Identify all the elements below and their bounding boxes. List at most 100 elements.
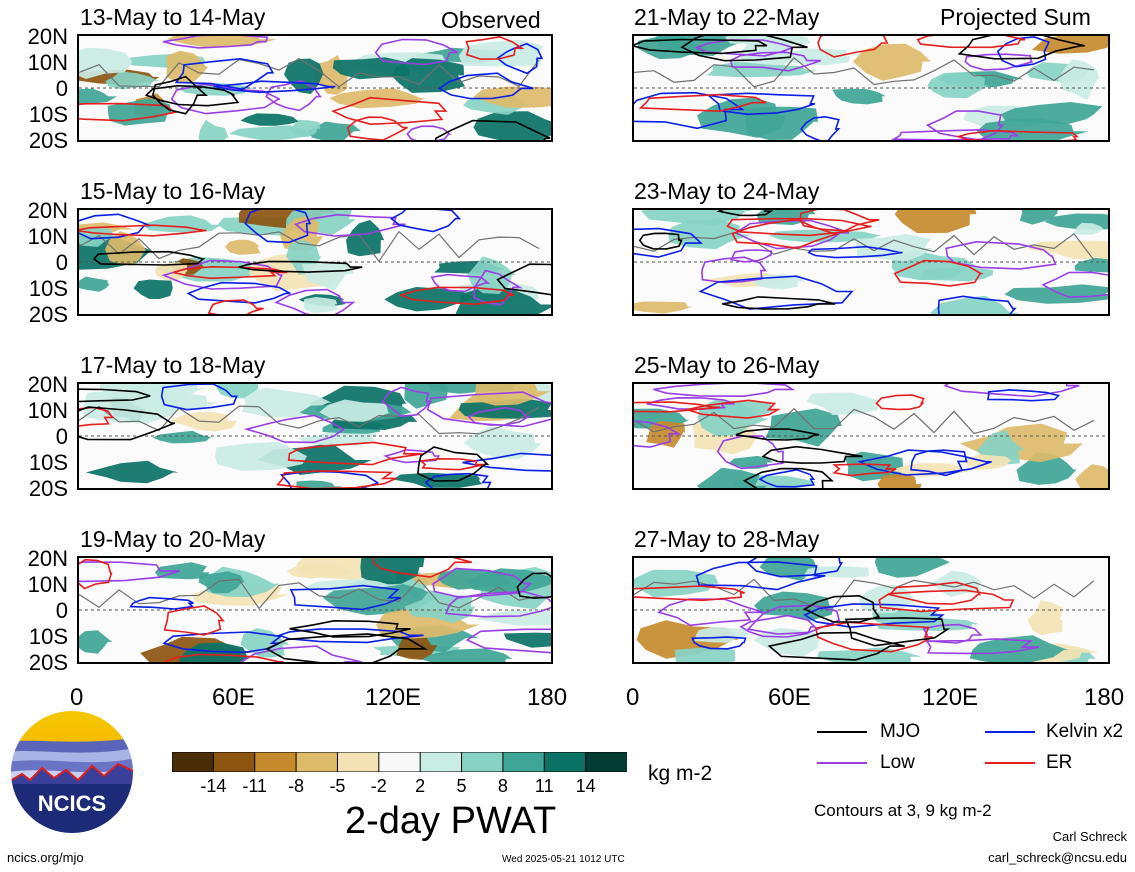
contour-low — [716, 435, 784, 470]
lat-20n: 20N — [27, 546, 68, 571]
contour-mjo — [957, 36, 1085, 60]
contour-low — [701, 256, 767, 284]
contour-er — [79, 558, 113, 590]
map-panel-5 — [632, 34, 1110, 142]
anomaly-shading — [765, 408, 842, 447]
anomaly-shading — [107, 98, 172, 126]
colorbar-tick-label: -2 — [370, 776, 387, 796]
anomaly-shading — [85, 460, 179, 484]
anomaly-shading — [475, 384, 551, 406]
footer-timestamp: Wed 2025-05-21 1012 UTC — [502, 854, 625, 865]
contour-low — [734, 219, 850, 250]
lat-10n: 10N — [27, 572, 68, 597]
contour-mjo — [265, 633, 428, 662]
contour-er — [956, 129, 1079, 140]
anomaly-shading — [466, 568, 551, 594]
ncics-logo: NCICS — [8, 708, 136, 836]
contour-kel — [937, 295, 1017, 314]
contour-mjo — [742, 467, 834, 488]
contour-mjo — [803, 594, 880, 623]
contour-kel — [174, 57, 275, 91]
contour-low — [430, 273, 491, 293]
panel-title-8: 27-May to 28-May — [634, 526, 820, 552]
contour-kel — [746, 558, 844, 578]
anomaly-shading — [1072, 222, 1105, 235]
legend-er-label: ER — [1046, 752, 1073, 773]
map-panel-7 — [632, 382, 1110, 490]
contour-er — [276, 470, 397, 488]
contour-low — [239, 645, 362, 662]
lat-10n: 10N — [27, 224, 68, 249]
anomaly-shading — [641, 210, 752, 226]
anomaly-shading — [473, 86, 551, 108]
colorbar — [171, 751, 629, 773]
anomaly-shading — [99, 384, 204, 405]
colorbar-swatch — [419, 751, 463, 773]
lon-60e-right: 60E — [768, 684, 811, 711]
contour-er — [893, 259, 984, 287]
map-panel-8 — [632, 556, 1110, 664]
contour-mjo — [144, 84, 240, 107]
anomaly-shading — [874, 558, 951, 578]
footer-author: Carl Schreck — [1052, 829, 1127, 844]
contour-low — [274, 288, 356, 314]
contour-kel — [695, 561, 826, 591]
legend-mjo-label: MJO — [880, 721, 921, 742]
panel-tag-projected: Projected Sum — [940, 4, 1091, 30]
contour-er — [287, 441, 423, 466]
contour-mjo — [761, 445, 863, 464]
anomaly-shading — [894, 210, 977, 234]
contour-kel — [213, 80, 336, 94]
contour-kel — [279, 470, 379, 488]
pwat-map — [79, 384, 551, 488]
contour-kel — [244, 210, 312, 244]
colorbar-swatch — [378, 751, 422, 773]
contour-low — [163, 36, 269, 49]
anomaly-shading — [646, 420, 685, 448]
colorbar-tick-label: -14 — [200, 776, 227, 796]
pwat-map — [79, 558, 551, 662]
lat-10s: 10S — [28, 450, 68, 475]
anomaly-shading — [969, 635, 1069, 662]
contour-er — [330, 96, 448, 126]
colorbar-swatch — [461, 751, 504, 773]
contour-low — [406, 125, 452, 140]
colorbar-tick-label: -11 — [242, 776, 268, 796]
contour-mjo — [722, 296, 836, 310]
contour-er — [875, 394, 925, 411]
anomaly-shading — [458, 39, 544, 67]
lon-180-left: 180 — [527, 684, 568, 711]
contour-kel — [691, 636, 747, 650]
contour-low — [922, 623, 983, 644]
legend-er-line — [985, 762, 1035, 764]
panel-title-6: 23-May to 24-May — [634, 178, 820, 204]
contour-low — [964, 53, 1033, 71]
lon-120e-right: 120E — [922, 684, 979, 711]
lat-10n: 10N — [27, 398, 68, 423]
contour-mjo — [767, 631, 905, 661]
contour-kel — [79, 213, 151, 240]
pwat-map — [79, 210, 551, 314]
anomaly-shading — [694, 627, 750, 643]
colorbar-swatch — [336, 751, 380, 773]
anomaly-shading — [346, 220, 385, 257]
lat-10n: 10N — [27, 50, 68, 75]
anomaly-shading — [240, 113, 303, 126]
anomaly-shading — [668, 218, 752, 250]
contour-er — [79, 224, 207, 237]
anomaly-shading — [1075, 464, 1108, 488]
anomaly-shading — [170, 412, 237, 432]
contour-kel — [160, 384, 238, 411]
contour-kel — [807, 245, 903, 259]
panel-title-1: 13-May to 14-May — [80, 4, 266, 30]
contour-low — [945, 240, 1057, 270]
contour-low — [925, 110, 1005, 140]
anomaly-shading — [290, 120, 321, 138]
contour-low — [294, 213, 406, 237]
footer-email: carl_schreck@ncsu.edu — [988, 850, 1127, 865]
colorbar-swatch — [212, 751, 256, 773]
anomaly-shading — [1004, 284, 1108, 304]
lat-20n: 20N — [27, 198, 68, 223]
colorbar-swatch — [254, 751, 298, 773]
contour-low — [943, 384, 1080, 398]
